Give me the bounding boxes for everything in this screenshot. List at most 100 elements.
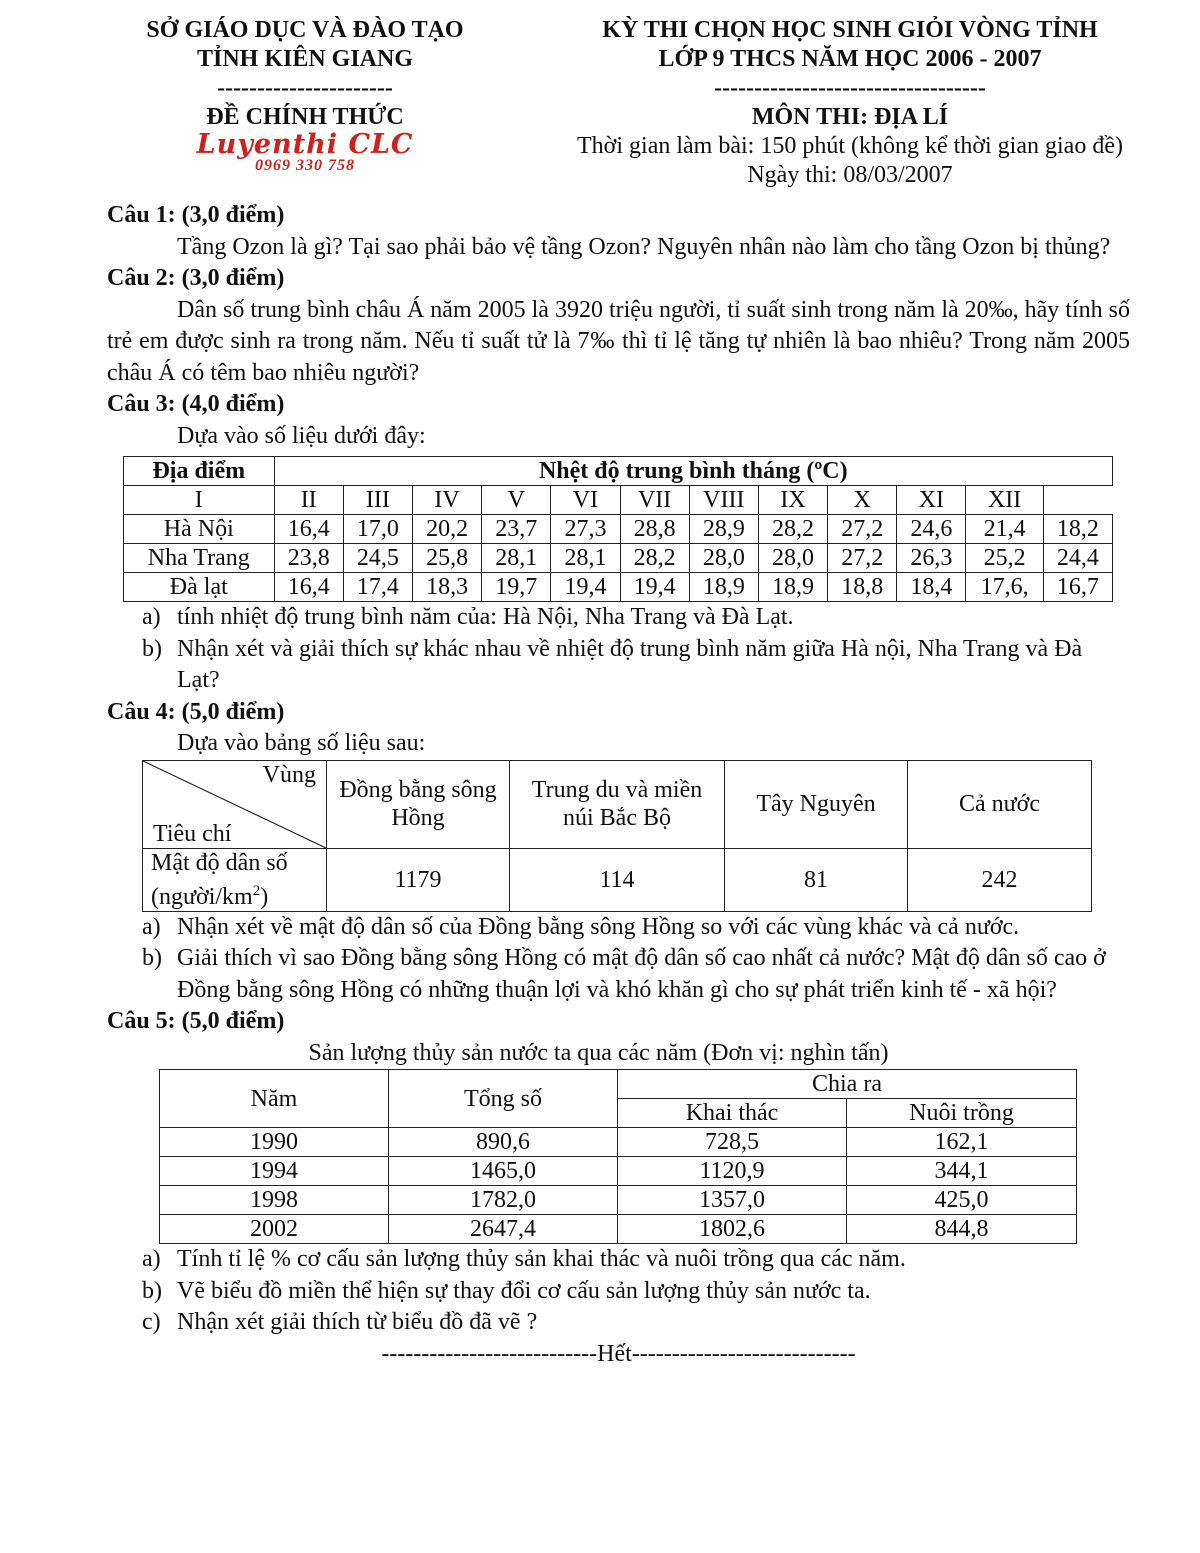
- value-cell: 728,5: [617, 1127, 847, 1157]
- header-total: Tổng số: [388, 1069, 618, 1128]
- exam-body: Câu 1: (3,0 điểm) Tầng Ozon là gì? Tại s…: [107, 200, 1130, 1370]
- q3-item-b: b) Nhận xét và giải thích sự khác nhau về…: [142, 635, 1083, 694]
- temperature-cell: 21,4: [965, 514, 1044, 544]
- q4-item-a: a) Nhận xét về mật độ dân số của Đồng bằn…: [142, 913, 1020, 940]
- q1-title: Câu 1: (3,0 điểm): [107, 202, 285, 228]
- logo-text: Luyenthi CLC: [196, 129, 414, 160]
- value-cell: 242: [907, 847, 1092, 912]
- q5-caption: Sản lượng thủy sản nước ta qua các năm (…: [308, 1039, 889, 1066]
- temperature-cell: 24,5: [342, 543, 413, 573]
- header-group: Chia ra: [617, 1069, 1077, 1099]
- temperature-cell: 26,3: [896, 543, 967, 573]
- month-header: X: [827, 485, 898, 515]
- table-row: 1994 1465,0 1120,9 344,1: [159, 1156, 1077, 1186]
- q3-intro: Dựa vào số liệu dưới đây:: [177, 422, 426, 449]
- logo-phone: 0969 330 758: [255, 157, 355, 174]
- q4-title: Câu 4: (5,0 điểm): [107, 698, 285, 725]
- month-header: VIII: [688, 485, 759, 515]
- q2-text: Dân số trung bình châu Á năm 2005 là 392…: [107, 296, 1130, 386]
- temperature-cell: 17,0: [342, 514, 413, 544]
- temperature-cell: 28,8: [619, 514, 690, 544]
- end-marker: ---------------------------Hết----------…: [381, 1340, 856, 1367]
- month-header: III: [342, 485, 413, 515]
- q2-title: Câu 2: (3,0 điểm): [107, 265, 285, 291]
- exam-subtitle: LỚP 9 THCS NĂM HỌC 2006 - 2007: [658, 46, 1042, 72]
- divider: ----------------------: [217, 75, 393, 101]
- q4-item-b: b) Giải thích vì sao Đồng bằng sông Hồng …: [142, 945, 1106, 1003]
- value-cell: 1465,0: [388, 1156, 618, 1186]
- temperature-cell: 25,2: [965, 543, 1044, 573]
- corner-cell: Vùng Tiêu chí: [142, 759, 327, 849]
- temperature-cell: 16,4: [273, 514, 344, 544]
- time-limit: Thời gian làm bài: 150 phút (không kể th…: [577, 133, 1123, 159]
- corner-bottom: Tiêu chí: [153, 820, 232, 847]
- corner-top: Vùng: [262, 761, 316, 788]
- temperature-cell: 28,1: [481, 543, 552, 573]
- month-header: VI: [550, 485, 621, 515]
- value-cell: 1802,6: [617, 1214, 847, 1244]
- q5-title: Câu 5: (5,0 điểm): [107, 1008, 285, 1034]
- temperature-cell: 24,4: [1042, 543, 1114, 573]
- place-cell: Hà Nội: [123, 514, 275, 544]
- place-cell: Nha Trang: [123, 543, 275, 573]
- temperature-cell: 28,2: [757, 514, 829, 544]
- temperature-cell: 16,4: [273, 572, 344, 602]
- value-cell: 1179: [326, 847, 510, 912]
- q5-item-a: a) Tính tỉ lệ % cơ cấu sản lượng thủy sản…: [142, 1246, 906, 1272]
- month-header: I: [123, 485, 275, 515]
- value-cell: 1357,0: [617, 1185, 847, 1215]
- table-row: 1990 890,6 728,5 162,1: [159, 1127, 1077, 1157]
- divider: ----------------------------------: [714, 75, 986, 101]
- temperature-cell: 18,3: [411, 572, 483, 602]
- temperature-cell: 17,4: [342, 572, 413, 602]
- q5-item-b: b) Vẽ biểu đồ miền thể hiện sự thay đổi c…: [142, 1277, 871, 1304]
- month-header: IV: [411, 485, 483, 515]
- header-year: Năm: [159, 1069, 389, 1128]
- temperature-cell: 23,8: [273, 543, 344, 573]
- temperature-cell: 19,7: [481, 572, 552, 602]
- subject: MÔN THI: ĐỊA LÍ: [751, 104, 949, 130]
- official-label: ĐỀ CHÍNH THỨC: [206, 104, 404, 130]
- value-cell: 890,6: [388, 1127, 618, 1157]
- temperature-cell: 27,2: [827, 543, 898, 573]
- temperature-cell: 28,9: [688, 514, 759, 544]
- header-farm: Nuôi trồng: [846, 1098, 1077, 1128]
- value-cell: 1990: [159, 1127, 389, 1157]
- exam-title: KỲ THI CHỌN HỌC SINH GIỎI VÒNG TỈNH: [602, 17, 1098, 43]
- temperature-cell: 25,8: [411, 543, 483, 573]
- temperature-cell: 18,8: [827, 572, 898, 602]
- q3-title: Câu 3: (4,0 điểm): [107, 391, 285, 417]
- temperature-cell: 18,9: [688, 572, 759, 602]
- table-row: 2002 2647,4 1802,6 844,8: [159, 1214, 1077, 1244]
- row-label: Mật độ dân số (người/km2): [142, 847, 327, 912]
- value-cell: 1782,0: [388, 1185, 618, 1215]
- value-cell: 844,8: [846, 1214, 1077, 1244]
- q3-item-a: a) tính nhiệt độ trung bình năm của: Hà N…: [142, 604, 794, 630]
- table-row: 1998 1782,0 1357,0 425,0: [159, 1185, 1077, 1215]
- value-cell: 1998: [159, 1185, 389, 1215]
- temperature-cell: 28,2: [619, 543, 690, 573]
- temperature-cell: 18,2: [1042, 514, 1114, 544]
- temperature-cell: 17,6,: [965, 572, 1044, 602]
- place-cell: Đà lạt: [123, 572, 275, 602]
- temperature-cell: 24,6: [896, 514, 967, 544]
- temperature-cell: 27,3: [550, 514, 621, 544]
- q1-text: Tầng Ozon là gì? Tại sao phải bảo vệ tần…: [177, 233, 1111, 260]
- month-header: VII: [619, 485, 690, 515]
- value-cell: 425,0: [846, 1185, 1077, 1215]
- q5-item-c: c) Nhận xét giải thích từ biểu đồ đã vẽ ?: [142, 1309, 538, 1335]
- header-group: Nhệt độ trung bình tháng (ºC): [273, 456, 1114, 486]
- table-row: Hà Nội 16,4 17,0 20,2 23,7 27,3 28,8 28,9 28,2 27…: [123, 514, 1114, 544]
- temperature-cell: 27,2: [827, 514, 898, 544]
- col-header: Tây Nguyên: [724, 759, 908, 849]
- value-cell: 1120,9: [617, 1156, 847, 1186]
- month-header: IX: [757, 485, 829, 515]
- value-cell: 2647,4: [388, 1214, 618, 1244]
- value-cell: 162,1: [846, 1127, 1077, 1157]
- temperature-cell: 18,9: [757, 572, 829, 602]
- density-table: Vùng Tiêu chí Đồng bằng sông Hồng Trung …: [142, 759, 1092, 912]
- table-row: Đà lạt 16,4 17,4 18,3 19,7 19,4 19,4 18,9 18,9 18…: [123, 572, 1114, 602]
- department: SỞ GIÁO DỤC VÀ ĐÀO TẠO: [146, 17, 464, 43]
- month-header: II: [273, 485, 344, 515]
- col-header: Trung du và miền núi Bắc Bộ: [509, 759, 725, 849]
